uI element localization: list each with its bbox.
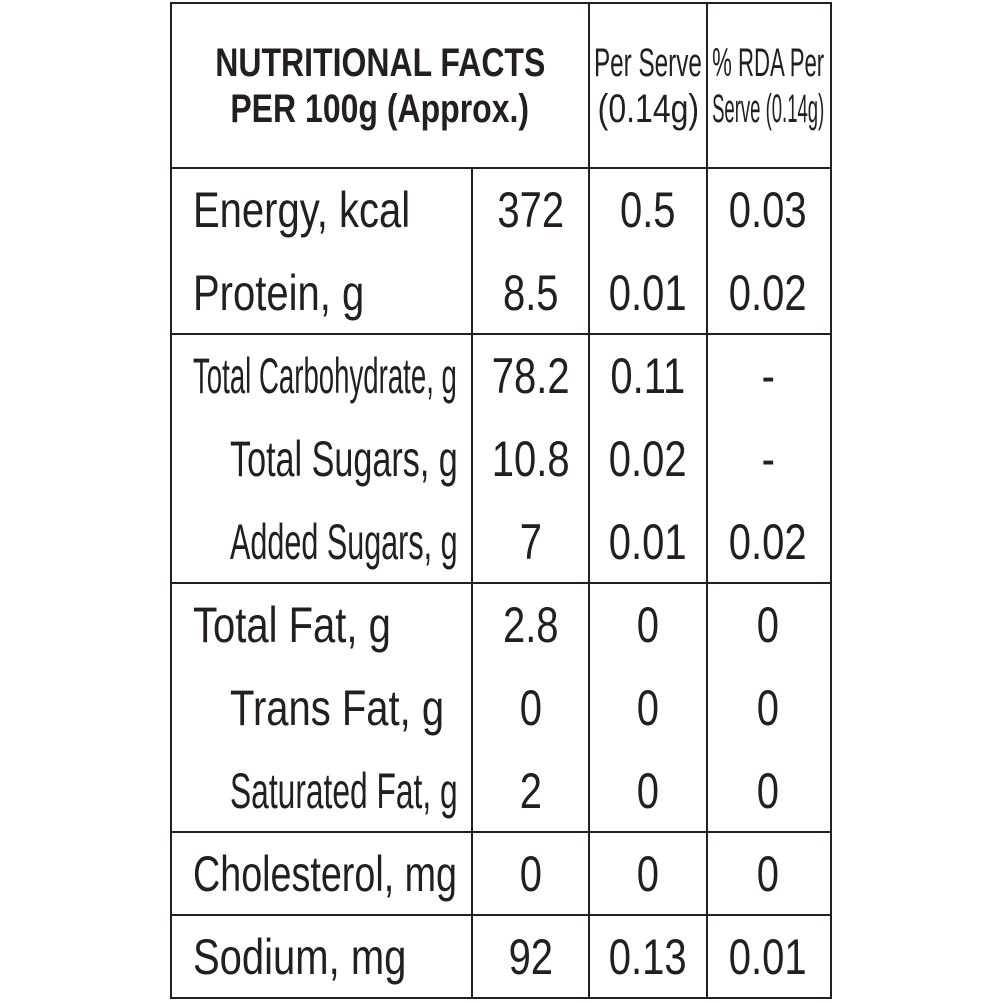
rda-line1: % RDA Per: [711, 40, 825, 85]
cell-per100: 10.8: [477, 418, 584, 499]
cell-rda: -: [712, 335, 824, 416]
per100-text: 0: [519, 679, 542, 736]
serve-text: 0.11: [610, 347, 686, 404]
serve-text: 0.5: [620, 181, 676, 238]
cell-per100: 7: [477, 501, 584, 582]
header-rda: % RDA Per Serve (0.14g): [710, 4, 826, 167]
cell-per100: 0: [477, 667, 584, 748]
cell-rda: 0: [712, 833, 824, 914]
label-text: Total Carbohydrate, g: [193, 347, 457, 404]
cell-label: Saturated Fat, g: [230, 750, 462, 831]
label-text: Cholesterol, mg: [193, 845, 458, 902]
label-text: Sodium, mg: [193, 928, 407, 985]
cell-per100: 8.5: [477, 252, 584, 333]
header-per-serve: Per Serve (0.14g): [592, 4, 704, 167]
cell-label: Total Carbohydrate, g: [193, 335, 461, 416]
cell-rda: 0: [712, 584, 824, 665]
cell-per100: 78.2: [477, 335, 584, 416]
cell-serve: 0: [594, 584, 702, 665]
cell-label: Total Sugars, g: [230, 418, 462, 499]
serve-text: 0: [636, 762, 660, 819]
per100-text: 8.5: [502, 264, 559, 321]
label-text: Total Sugars, g: [230, 430, 458, 487]
serve-text: 0: [636, 845, 660, 902]
title-line2: PER 100g (Approx.): [230, 86, 530, 131]
per100-text: 10.8: [491, 430, 570, 487]
column-divider: [471, 167, 473, 997]
serve-text: 0.01: [609, 264, 687, 321]
cell-label: Sodium, mg: [193, 916, 461, 997]
cell-per100: 92: [477, 916, 584, 997]
cell-rda: 0.02: [712, 252, 824, 333]
cell-serve: 0.11: [594, 335, 702, 416]
cell-serve: 0: [594, 667, 702, 748]
cell-rda: 0: [712, 750, 824, 831]
rda-text: 0: [756, 762, 780, 819]
cell-label: Trans Fat, g: [230, 667, 462, 748]
per100-text: 7: [519, 513, 542, 570]
rda-text: 0.01: [729, 928, 807, 985]
label-text: Energy, kcal: [193, 181, 411, 238]
cell-serve: 0.5: [594, 169, 702, 250]
cell-serve: 0.13: [594, 916, 702, 997]
rda-text: -: [761, 430, 775, 487]
divider: [170, 831, 830, 833]
cell-serve: 0.01: [594, 501, 702, 582]
cell-rda: 0.01: [712, 916, 824, 997]
cell-rda: 0: [712, 667, 824, 748]
per100-text: 0: [519, 845, 542, 902]
label-text: Total Fat, g: [193, 596, 391, 653]
serve-text: 0: [636, 596, 660, 653]
cell-label: Energy, kcal: [193, 169, 461, 250]
cell-label: Protein, g: [193, 252, 461, 333]
cell-per100: 2: [477, 750, 584, 831]
cell-rda: 0.03: [712, 169, 824, 250]
rda-text: -: [761, 347, 775, 404]
cell-label: Total Fat, g: [193, 584, 461, 665]
per100-text: 2.8: [502, 596, 559, 653]
serve-text: 0.01: [609, 513, 687, 570]
per100-text: 2: [519, 762, 542, 819]
per-serve-line2: (0.14g): [597, 86, 699, 131]
cell-label: Cholesterol, mg: [193, 833, 461, 914]
cell-serve: 0: [594, 750, 702, 831]
column-divider: [706, 2, 708, 997]
label-text: Added Sugars, g: [230, 513, 458, 570]
rda-text: 0.02: [729, 264, 807, 321]
cell-label: Added Sugars, g: [230, 501, 462, 582]
title-line1: NUTRITIONAL FACTS: [214, 40, 546, 85]
serve-text: 0.02: [609, 430, 687, 487]
divider: [170, 333, 830, 335]
rda-text: 0: [756, 679, 780, 736]
rda-text: 0.02: [729, 513, 807, 570]
cell-rda: 0.02: [712, 501, 824, 582]
cell-serve: 0.02: [594, 418, 702, 499]
cell-per100: 0: [477, 833, 584, 914]
cell-serve: 0.01: [594, 252, 702, 333]
rda-text: 0.03: [729, 181, 807, 238]
cell-per100: 372: [477, 169, 584, 250]
divider: [170, 167, 830, 169]
per100-text: 92: [508, 928, 553, 985]
rda-line2: Serve (0.14g): [711, 86, 825, 131]
label-text: Saturated Fat, g: [230, 762, 458, 819]
label-text: Trans Fat, g: [230, 679, 445, 736]
per-serve-line1: Per Serve: [594, 40, 702, 85]
serve-text: 0: [636, 679, 660, 736]
per100-text: 372: [497, 181, 564, 238]
header-title: NUTRITIONAL FACTS PER 100g (Approx.): [180, 4, 580, 167]
per100-text: 78.2: [491, 347, 570, 404]
column-divider: [588, 2, 590, 997]
divider: [170, 914, 830, 916]
cell-rda: -: [712, 418, 824, 499]
rda-text: 0: [756, 845, 780, 902]
cell-per100: 2.8: [477, 584, 584, 665]
rda-text: 0: [756, 596, 780, 653]
nutrition-table: [170, 2, 832, 999]
cell-serve: 0: [594, 833, 702, 914]
divider: [170, 582, 830, 584]
serve-text: 0.13: [609, 928, 687, 985]
label-text: Protein, g: [193, 264, 365, 321]
